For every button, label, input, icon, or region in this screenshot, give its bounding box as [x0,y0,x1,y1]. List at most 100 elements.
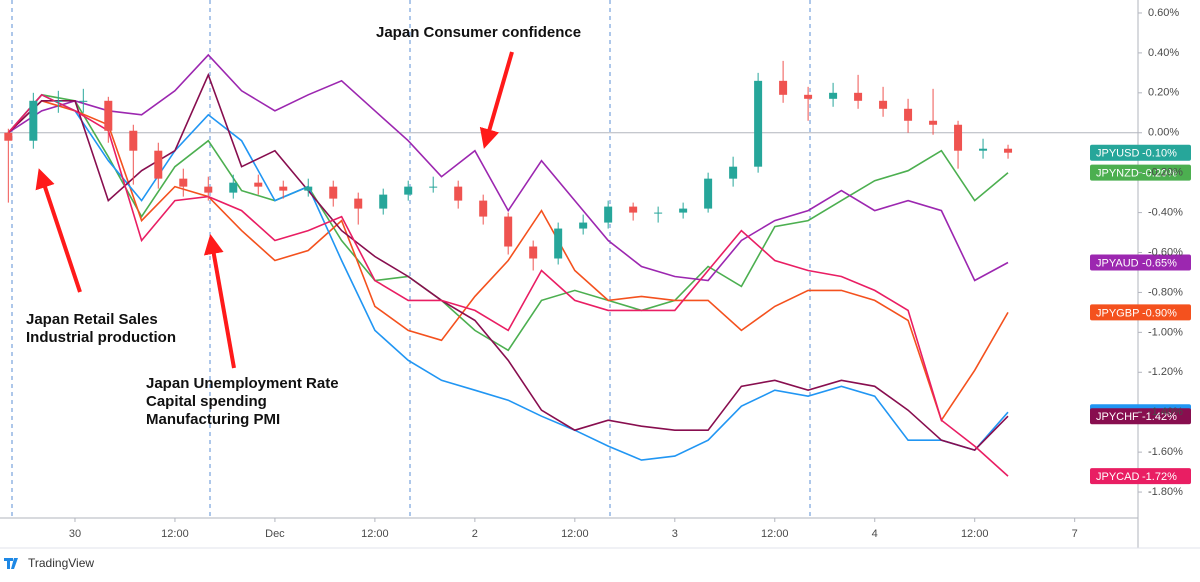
tag-name: JPYUSD [1096,148,1139,160]
candle-body [279,186,288,191]
candle-body [554,228,563,259]
y-tick-label: 0.00% [1148,127,1179,139]
candle-body [629,206,638,213]
candle-body [579,222,588,229]
candle-body [779,80,788,95]
candle-body [79,100,88,102]
plot-background [0,0,1200,549]
x-tick-label: 30 [69,528,81,540]
x-tick-label: 12:00 [961,528,989,540]
y-tick-label: -0.60% [1148,246,1183,258]
candle-body [129,130,138,151]
price-tag: JPYGBP -0.90% [1090,304,1191,321]
candle-body [329,186,338,199]
candle-body [654,212,663,214]
candle-body [479,200,488,217]
y-tick-label: 0.60% [1148,7,1179,19]
tag-value: -0.20% [1142,168,1177,180]
candle-body [504,216,513,247]
candle-body [379,194,388,209]
tag-name: JPYNZD [1096,168,1139,180]
series-line [7,72,1009,452]
candle-body [229,182,238,193]
candle-body [154,150,163,179]
price-tag: JPYAUD -0.65% [1090,254,1191,271]
candle-body [804,94,813,99]
candle-body [429,186,438,188]
series-line [7,93,1009,352]
candle-body [54,100,63,102]
candle-body [854,92,863,101]
candle-body [104,100,113,131]
price-tag: JPYUSD -0.10% [1090,144,1191,161]
candle-body [1004,148,1013,153]
x-tick-label: 2 [472,528,478,540]
candle-body [954,124,963,151]
candle-body [529,246,538,259]
candle-body [454,186,463,201]
x-tick-label: 7 [1072,528,1078,540]
candle-body [879,100,888,109]
price-tag: JPYCHF -1.42% [1090,408,1191,425]
tag-box [1090,254,1191,271]
candle-body [754,80,763,167]
x-tick-label: 12:00 [361,528,389,540]
series-line [7,93,1009,477]
candle-body [4,132,13,141]
y-tick-label: -1.40% [1148,406,1183,418]
tag-box [1090,304,1191,321]
tag-value: -0.65% [1142,257,1177,269]
candle-body [829,92,838,99]
session-breaks [11,0,811,518]
series-line [7,53,1009,282]
arrows [35,51,514,369]
candle-body [254,182,263,187]
x-tick-label: Dec [265,528,285,540]
y-tick-label: -1.60% [1148,446,1183,458]
x-tick-label: 12:00 [761,528,789,540]
annotation: Japan Unemployment Rate [146,375,339,392]
candle-body [904,108,913,121]
candle-body [29,100,38,141]
candle-body [704,178,713,209]
x-tick-label: 12:00 [161,528,189,540]
brand-name[interactable]: TradingView [28,556,94,570]
candle-body [979,148,988,151]
y-tick-label: 0.40% [1148,47,1179,59]
price-tag: JPYCAD -1.72% [1090,468,1191,485]
series-line [7,99,1009,423]
candle-body [679,208,688,213]
tag-name: JPYCHF [1096,411,1139,423]
y-tick-label: -0.20% [1148,167,1183,179]
x-tick-label: 4 [872,528,878,540]
tag-box [1090,468,1191,485]
annotation: Capital spending [146,393,267,410]
candle-body [729,166,738,179]
y-tick-label: -0.40% [1148,206,1183,218]
x-tick-label: 12:00 [561,528,589,540]
candle-body [354,198,363,209]
candle-body [304,186,313,191]
tag-name: JPYAUD [1096,257,1139,269]
tag-value: -1.72% [1142,471,1177,483]
x-tick-label: 3 [672,528,678,540]
tag-box [1090,408,1191,425]
candle-body [204,186,213,193]
tag-name: JPYCAD [1096,471,1139,483]
annotation: Japan Retail Sales [26,311,158,328]
candle-body [929,120,938,125]
candle-body [404,186,413,195]
brand[interactable]: TradingView [4,556,94,570]
y-tick-label: -1.00% [1148,326,1183,338]
tag-value: -0.90% [1142,307,1177,319]
annotation: Industrial production [26,329,176,346]
candle-body [179,178,188,187]
tag-box [1090,144,1191,161]
y-tick-label: 0.20% [1148,87,1179,99]
y-tick-label: -0.80% [1148,286,1183,298]
y-tick-label: -1.20% [1148,366,1183,378]
tag-name: JPYGBP [1096,307,1139,319]
candle-body [604,206,613,223]
